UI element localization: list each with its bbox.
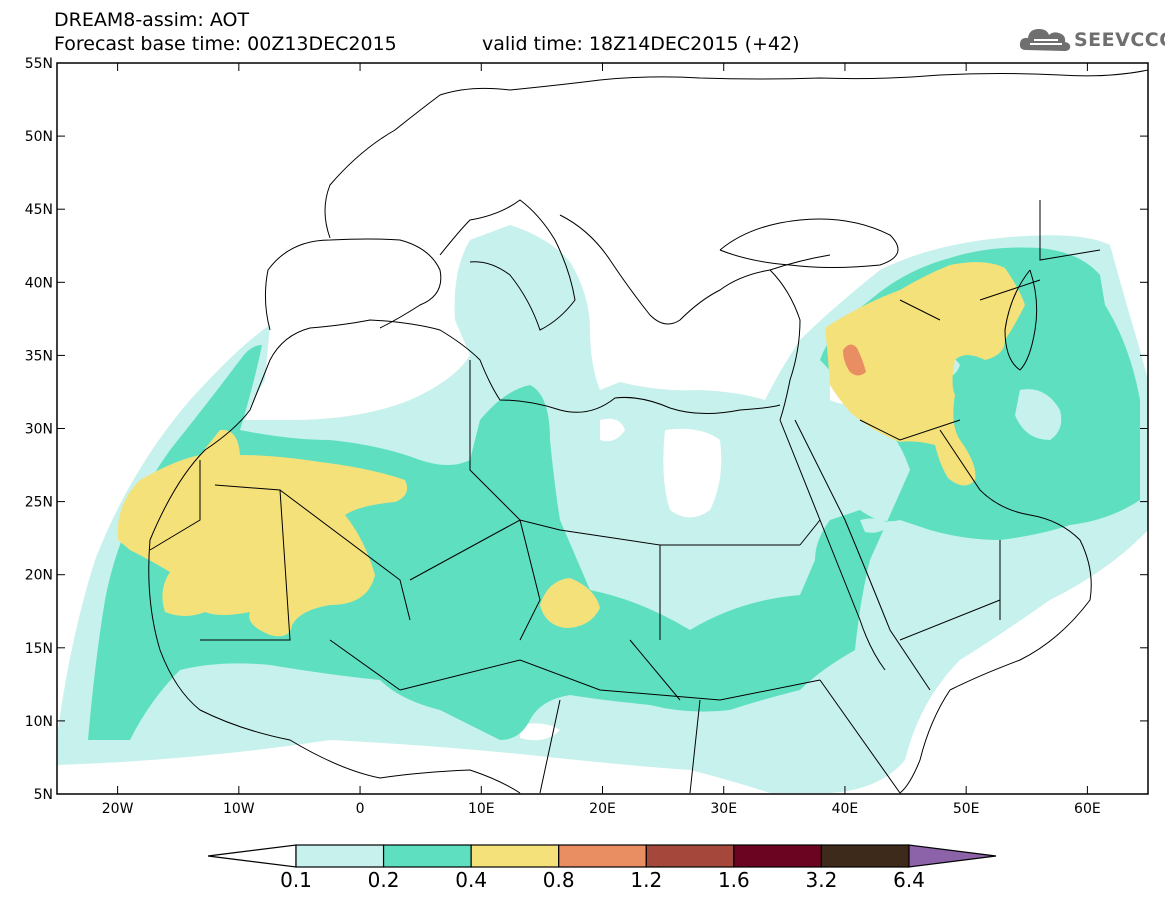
colorbar (207, 844, 997, 868)
colorbar-threshold: 6.4 (893, 868, 925, 892)
lat-label: 35N (25, 348, 53, 364)
longitude-labels: 20W 10W 0 10E 20E 30E 40E 50E 60E (102, 801, 1101, 817)
lon-label: 30E (710, 801, 737, 817)
colorbar-over-arrow (908, 844, 997, 868)
colorbar-threshold: 0.8 (542, 868, 575, 892)
lon-label: 10E (468, 801, 495, 817)
lat-label: 20N (25, 568, 53, 584)
coastlines (148, 69, 1148, 794)
lon-label: 60E (1074, 801, 1101, 817)
colorbar-box (820, 844, 910, 868)
colorbar-box (470, 844, 560, 868)
logo-text: SEEVCCC (1074, 29, 1165, 51)
lat-label: 45N (25, 202, 53, 218)
lon-label: 40E (832, 801, 859, 817)
latitude-labels: 55N 50N 45N 40N 35N 30N 25N 20N 15N 10N 5N (25, 56, 53, 803)
colorbar-box (382, 844, 472, 868)
lat-label: 10N (25, 714, 53, 730)
lat-label: 30N (25, 422, 53, 438)
valid-time: valid time: 18Z14DEC2015 (+42) (482, 33, 800, 55)
colorbar-box (733, 844, 823, 868)
colorbar-threshold: 1.2 (630, 868, 663, 892)
lat-label: 50N (25, 129, 53, 145)
lon-label: 20E (589, 801, 616, 817)
lat-label: 55N (25, 56, 53, 72)
map-title: DREAM8-assim: AOT (54, 9, 250, 31)
dust-contours (58, 69, 1148, 794)
lon-label: 20W (102, 801, 134, 817)
seevccc-logo: SEEVCCC (1018, 22, 1165, 58)
colorbar-box (558, 844, 647, 868)
colorbar-box (645, 844, 735, 868)
lon-label: 10W (223, 801, 255, 817)
colorbar-threshold: 3.2 (805, 868, 838, 892)
colorbar-threshold: 1.6 (717, 868, 750, 892)
forecast-base-time: Forecast base time: 00Z13DEC2015 (54, 33, 397, 55)
lon-label: 0 (356, 801, 365, 817)
colorbar-threshold: 0.4 (455, 868, 488, 892)
lon-label: 50E (953, 801, 980, 817)
colorbar-under-arrow (207, 844, 297, 868)
axis-ticks (57, 62, 1148, 795)
lat-label: 40N (25, 275, 53, 291)
colorbar-threshold: 0.2 (367, 868, 400, 892)
cloud-icon (1019, 29, 1071, 51)
colorbar-box (295, 844, 385, 868)
lat-label: 25N (25, 495, 53, 511)
colorbar-threshold: 0.1 (280, 868, 312, 892)
lat-label: 15N (25, 641, 53, 657)
lat-label: 5N (34, 787, 53, 803)
